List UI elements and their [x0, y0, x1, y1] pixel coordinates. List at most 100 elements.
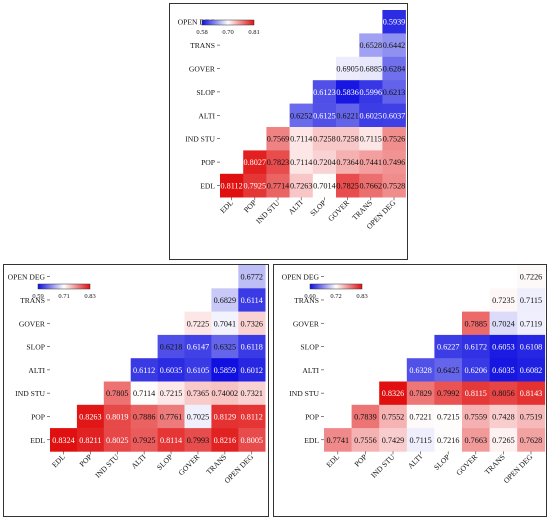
heatmap-cell [289, 127, 314, 151]
column-tick-label: POP [78, 452, 94, 468]
heatmap-cell [238, 311, 266, 336]
heatmap-cell [517, 428, 546, 452]
panel-c-frame: 0.7226 0.7235 0.7115 0.7885 0.7024 0.7119 0.62… [273, 264, 547, 517]
colorbar [201, 19, 255, 26]
heatmap-cell [517, 358, 546, 382]
heatmap-cell [184, 381, 212, 406]
heatmap-cell [382, 103, 406, 128]
cell-value-label: 0.7114 [290, 158, 312, 167]
heatmap-cell [130, 428, 158, 452]
column-tick-label: TRANS [204, 452, 228, 476]
cell-value-label: 0.6218 [160, 343, 183, 352]
cell-value-label: 0.7114 [290, 135, 312, 144]
cell-value-label: 0.6012 [240, 366, 263, 375]
heatmap-cell [184, 428, 212, 452]
heatmap-cell [359, 103, 383, 128]
heatmap-cell [359, 127, 383, 151]
cell-value-label: 0.7829 [409, 389, 432, 398]
cell-value-label: 0.7519 [520, 412, 543, 421]
heatmap-cell [434, 358, 463, 382]
cell-value-label: 0.7761 [160, 412, 183, 421]
cell-value-label: 0.7559 [465, 412, 488, 421]
cell-value-label: 0.6053 [492, 343, 515, 352]
row-tick-label: GOVER [293, 319, 320, 328]
cell-value-label: 0.7741 [327, 436, 350, 445]
heatmap-cell [211, 334, 239, 359]
heatmap-cell [289, 150, 314, 175]
cell-value-label: 0.7663 [465, 436, 488, 445]
column-tick-label: ALTI [129, 452, 147, 470]
panel-a-frame: 0.5939 0.6528 0.6442 0.6905 0.6885 0.6284 0.61… [169, 3, 408, 260]
heatmap-cell [336, 56, 360, 81]
row-tick-label: IND STU [15, 389, 45, 398]
row-tick-label: GOVER [189, 65, 216, 74]
heatmap-cell [238, 334, 266, 359]
heatmap-cell [211, 381, 239, 406]
column-tick-label: EDL [218, 198, 235, 215]
cell-value-label: 0.6118 [241, 343, 263, 352]
cell-value-label: 0.7441 [360, 158, 383, 167]
cell-value-label: 0.8114 [160, 436, 182, 445]
heatmap-cell [266, 127, 290, 151]
cell-value-label: 0.7041 [214, 319, 237, 328]
cell-value-label: 0.7115 [520, 296, 542, 305]
cell-value-label: 0.6221 [336, 111, 359, 120]
cell-value-label: 0.7216 [437, 436, 460, 445]
heatmap-cell [289, 173, 314, 198]
cell-value-label: 0.74002 [212, 389, 239, 398]
cell-value-label: 0.7569 [267, 135, 290, 144]
cell-value-label: 0.8324 [52, 436, 75, 445]
row-tick-label: EDL [30, 436, 45, 445]
heatmap-cell [382, 56, 406, 81]
column-tick-label: EDL [50, 452, 67, 469]
cell-value-label: 0.8211 [79, 436, 101, 445]
column-tick-label: SLOP [432, 452, 452, 472]
heatmap-cell [462, 381, 490, 406]
heatmap-cell [238, 288, 266, 312]
heatmap-cell [406, 428, 435, 452]
cell-value-label: 0.7925 [244, 182, 267, 191]
row-tick-label: TRANS [20, 296, 45, 305]
heatmap-cell [434, 404, 463, 429]
row-tick-label: POP [201, 158, 215, 167]
cell-value-label: 0.6035 [492, 366, 515, 375]
cell-value-label: 0.6025 [360, 111, 383, 120]
cell-value-label: 0.7662 [360, 182, 383, 191]
cell-value-label: 0.7119 [520, 319, 542, 328]
cell-value-label: 0.7886 [133, 412, 156, 421]
cell-value-label: 0.8143 [520, 389, 543, 398]
heatmap-cell [406, 381, 435, 406]
column-tick-label: ALTI [406, 452, 424, 470]
heatmap-cell [184, 311, 212, 336]
cell-value-label: 0.6885 [360, 65, 383, 74]
cell-value-label: 0.8005 [240, 436, 263, 445]
cell-value-label: 0.7115 [409, 436, 431, 445]
heatmap-cell [359, 56, 383, 81]
cell-value-label: 0.8326 [382, 389, 405, 398]
colorbar-tick-label: 0.72 [330, 293, 341, 300]
heatmap-cell [462, 358, 490, 382]
cell-value-label: 0.7365 [187, 389, 210, 398]
heatmap-cell [382, 127, 406, 151]
row-tick-label: OPEN DEG [178, 18, 216, 27]
cell-value-label: 0.7925 [133, 436, 156, 445]
heatmap-cell [489, 311, 518, 336]
heatmap-cell [406, 404, 435, 429]
cell-value-label: 0.8025 [106, 436, 129, 445]
cell-value-label: 0.6172 [465, 343, 488, 352]
cell-value-label: 0.7258 [313, 135, 336, 144]
column-tick-label: IND STU [369, 452, 397, 480]
heatmap-cell [238, 428, 266, 452]
heatmap-cell [336, 80, 360, 104]
column-tick-label: GOVER [326, 198, 352, 224]
heatmap-cell [517, 381, 546, 406]
cell-value-label: 0.6325 [214, 343, 237, 352]
cell-value-label: 0.8027 [244, 158, 267, 167]
heatmap-cell [462, 428, 490, 452]
heatmap-cell [379, 381, 408, 406]
cell-value-label: 0.7496 [383, 158, 406, 167]
cell-value-label: 0.7823 [267, 158, 290, 167]
heatmap-cell [312, 127, 337, 151]
cell-value-label: 0.6082 [520, 366, 543, 375]
cell-value-label: 0.7226 [520, 273, 543, 282]
